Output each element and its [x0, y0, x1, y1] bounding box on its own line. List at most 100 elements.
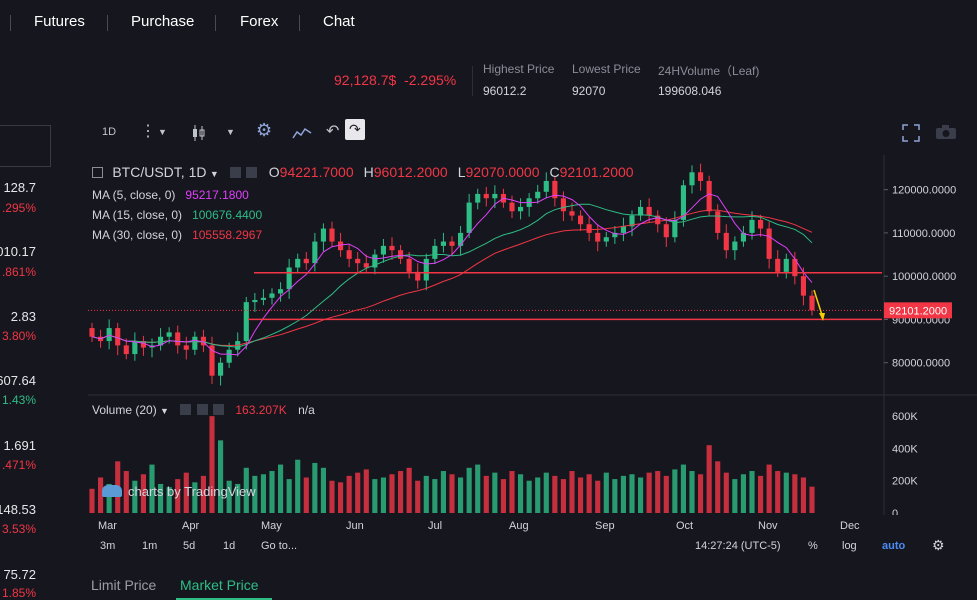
high-key: H [363, 164, 374, 180]
volume-bar [89, 488, 95, 513]
volume-bar [312, 462, 318, 513]
collapse-icon[interactable] [92, 167, 103, 178]
volume-bar [252, 475, 258, 513]
volume-bar [398, 471, 404, 513]
close-icon[interactable] [213, 404, 224, 415]
percent-toggle[interactable]: % [808, 540, 818, 552]
x-axis-label: Aug [509, 520, 529, 532]
volume-bar [535, 477, 541, 513]
ma30-label[interactable]: MA (30, close, 0) [92, 228, 183, 242]
market-price[interactable]: 607.64 [0, 373, 36, 388]
volume-bar [175, 479, 181, 513]
auto-toggle[interactable]: auto [882, 540, 906, 552]
market-price[interactable]: 1.691 [3, 438, 36, 453]
goto-button[interactable]: Go to... [261, 540, 298, 552]
volume-bar [715, 461, 721, 513]
volume-bar [303, 477, 309, 513]
volume-bar [389, 474, 395, 513]
volume-bar [363, 469, 369, 513]
candle-body [595, 232, 601, 242]
x-axis-label: Dec [840, 520, 860, 532]
volume-bar [123, 471, 129, 513]
range-1d-button[interactable]: 1d [223, 540, 236, 552]
tab-market-price[interactable]: Market Price [180, 577, 259, 593]
market-change: .295% [1, 201, 36, 215]
ma30-value: 105558.2967 [192, 228, 263, 242]
candle-style-icon[interactable] [192, 124, 206, 142]
volume-bar [740, 474, 746, 513]
candle-body [706, 180, 712, 212]
candle-body [200, 336, 206, 346]
log-toggle[interactable]: log [842, 540, 857, 552]
range-5d-button[interactable]: 5d [183, 540, 196, 552]
volume-bar [166, 487, 172, 513]
settings-icon[interactable] [196, 404, 208, 415]
ma5-label[interactable]: MA (5, close, 0) [92, 188, 176, 202]
volume-bar [406, 467, 412, 513]
tradingview-watermark[interactable]: charts by TradingView [102, 484, 256, 499]
chevron-down-icon[interactable]: ▼ [158, 127, 167, 137]
volume-bar [466, 467, 472, 513]
nav-purchase[interactable]: Purchase [131, 13, 195, 30]
last-price-marker [884, 302, 952, 319]
chevron-down-icon[interactable]: ▼ [160, 406, 169, 416]
candle-body [252, 299, 258, 303]
volume-bar [732, 479, 738, 513]
volume-bar [689, 471, 695, 513]
redo-icon[interactable]: ↷ [345, 119, 365, 140]
market-price[interactable]: 148.53 [0, 502, 36, 517]
candle-body [663, 224, 669, 238]
visibility-icon[interactable] [180, 404, 192, 415]
camera-icon[interactable] [935, 124, 957, 140]
candle-body [355, 258, 361, 264]
settings-icon[interactable] [246, 167, 258, 178]
candle-body [732, 241, 738, 251]
interval-button[interactable]: 1D [102, 126, 117, 138]
volume-label[interactable]: Volume (20) [92, 403, 157, 417]
market-price[interactable]: 010.17 [0, 244, 36, 259]
more-intervals-icon[interactable]: ⋮ [140, 123, 156, 140]
settings-gear-icon[interactable]: ⚙ [932, 537, 945, 553]
volume-bar [458, 477, 464, 513]
candle-body [440, 241, 446, 246]
candle-body [295, 258, 301, 268]
volume-bar [766, 464, 772, 513]
range-3m-button[interactable]: 3m [100, 540, 116, 552]
candle-body [680, 185, 686, 220]
settings-gear-icon[interactable]: ⚙ [256, 120, 273, 140]
visibility-icon[interactable] [230, 167, 242, 178]
chevron-down-icon[interactable]: ▼ [226, 127, 235, 137]
volume-bar [526, 480, 532, 513]
nav-forex[interactable]: Forex [240, 13, 279, 30]
fullscreen-icon[interactable] [902, 124, 920, 142]
low-key: L [457, 164, 466, 180]
volume-bar [783, 472, 789, 513]
ma15-line [91, 203, 813, 348]
tab-limit-price[interactable]: Limit Price [91, 577, 157, 593]
candle-body [578, 215, 584, 225]
indicators-icon[interactable] [292, 126, 312, 140]
market-list-search-box[interactable] [0, 125, 51, 167]
market-price[interactable]: 75.72 [3, 567, 36, 582]
candle-body [466, 202, 472, 233]
undo-icon[interactable]: ↶ [326, 123, 340, 140]
candle-body [492, 193, 498, 199]
price-chart[interactable]: 120000.0000 110000.0000 100000.0000 90000.0… [88, 155, 977, 520]
symbol-title[interactable]: BTC/USDT, 1D [112, 164, 207, 180]
chevron-down-icon[interactable]: ▼ [209, 169, 219, 179]
candle-body [552, 180, 558, 199]
price-chart-svg: 120000.0000110000.0000100000.000090000.0… [88, 155, 977, 520]
candle-body [158, 336, 164, 346]
nav-chat[interactable]: Chat [323, 13, 355, 30]
market-price[interactable]: 128.7 [3, 180, 36, 195]
nav-futures[interactable]: Futures [34, 13, 85, 30]
top-nav: Futures Purchase Forex Chat [0, 0, 977, 46]
range-1m-button[interactable]: 1m [142, 540, 158, 552]
volume-bar [663, 475, 669, 513]
volume-bar [509, 471, 515, 513]
candle-body [475, 193, 481, 203]
volume-bar [98, 477, 104, 513]
market-price[interactable]: 2.83 [10, 309, 36, 324]
ma15-label[interactable]: MA (15, close, 0) [92, 208, 183, 222]
candle-body [620, 226, 626, 233]
